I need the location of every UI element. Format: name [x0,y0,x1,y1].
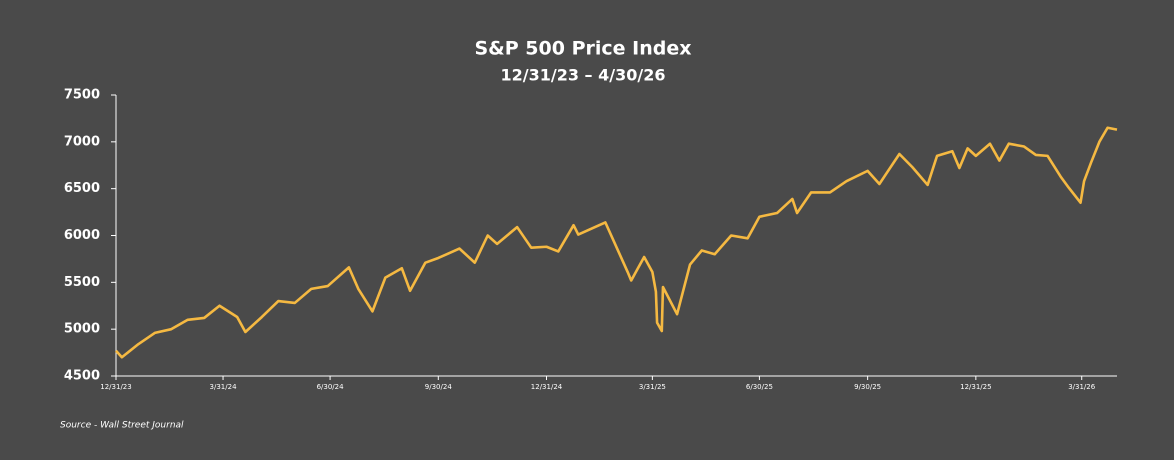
x-tick-label: 12/31/24 [531,383,563,391]
x-tick-label: 6/30/25 [746,383,773,391]
x-tick-label: 3/31/24 [210,383,238,391]
x-tick-label: 3/31/25 [639,383,666,391]
y-tick-label: 7500 [64,88,100,103]
y-tick-label: 5000 [64,322,100,337]
x-tick-label: 3/31/26 [1068,383,1096,391]
x-tick-label: 9/30/25 [854,383,881,391]
y-tick-label: 6000 [64,228,100,243]
y-tick-label: 5500 [64,275,100,290]
y-tick-label: 6500 [64,181,100,196]
y-tick-label: 4500 [64,369,100,384]
x-tick-label: 6/30/24 [317,383,345,391]
chart-subtitle: 12/31/23 – 4/30/26 [501,66,666,85]
price-line [115,126,1118,359]
x-tick-label: 9/30/24 [425,383,453,391]
x-tick-label: 12/31/25 [960,383,991,391]
chart-title: S&P 500 Price Index [475,38,692,60]
x-tick-label: 12/31/23 [100,383,131,391]
source-note: Source - Wall Street Journal [60,421,184,431]
y-tick-label: 7000 [64,134,100,149]
